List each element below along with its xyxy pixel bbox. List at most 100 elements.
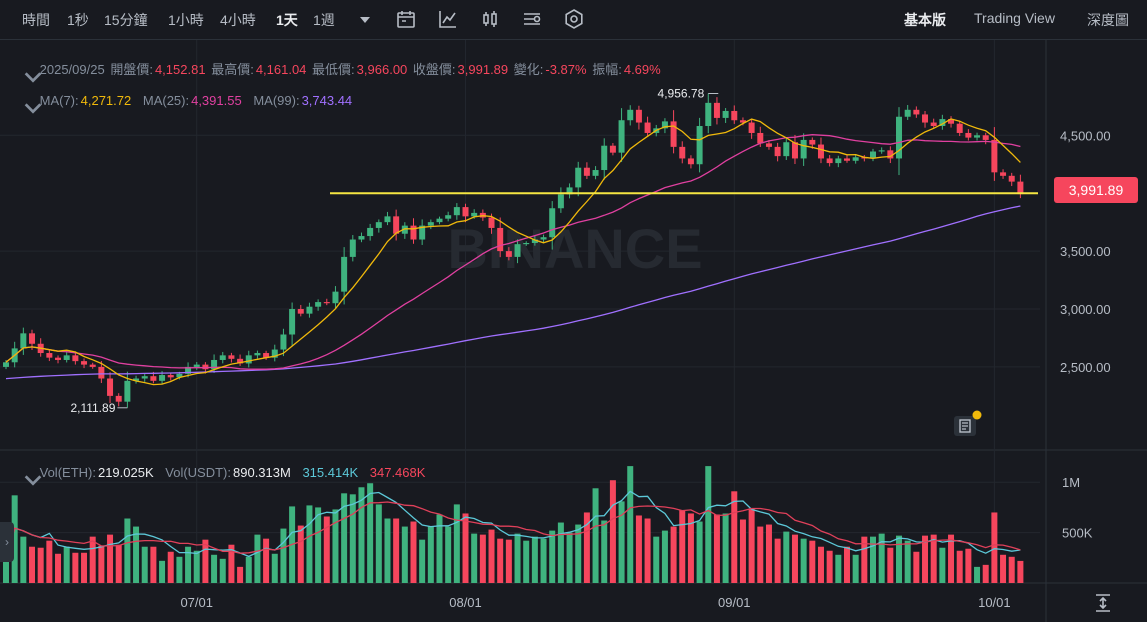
volume-bar[interactable] [124,518,131,583]
candle-body[interactable] [991,139,998,173]
candle-body[interactable] [748,122,755,133]
volume-bar[interactable] [427,526,434,583]
chevron-down-icon[interactable] [22,66,42,83]
volume-bar[interactable] [696,521,703,583]
volume-bar[interactable] [627,466,634,583]
volume-bar[interactable] [956,550,963,583]
volume-bar[interactable] [89,536,96,583]
candle-body[interactable] [870,151,876,159]
candle-body[interactable] [705,102,712,127]
candle-body[interactable] [497,227,504,252]
candle-body[interactable] [289,309,296,335]
candle-body[interactable] [150,376,157,381]
volume-bar[interactable] [488,529,495,583]
volume-bar[interactable] [384,518,391,583]
volume-bar[interactable] [185,546,192,583]
candle-body[interactable] [687,158,694,165]
interval-1d[interactable]: 1天 [276,12,298,28]
volume-bar[interactable] [843,546,850,583]
candle-body[interactable] [514,244,521,257]
candle-body[interactable] [1008,175,1015,182]
candle-body[interactable] [349,239,356,257]
candle-body[interactable] [98,366,105,379]
candle-body[interactable] [462,207,469,217]
candle-body[interactable] [540,237,547,240]
candle-body[interactable] [1017,181,1024,195]
volume-bar[interactable] [306,505,313,583]
candle-body[interactable] [566,187,573,195]
candle-body[interactable] [670,121,677,147]
candle-type-icon[interactable] [479,8,501,30]
candle-body[interactable] [453,207,460,216]
candle-body[interactable] [245,355,252,364]
volume-bar[interactable] [202,539,209,583]
volume-bar[interactable] [401,526,408,583]
volume-bar[interactable] [20,536,27,583]
candle-body[interactable] [471,212,478,217]
calendar-icon[interactable] [395,8,417,30]
candle-body[interactable] [107,378,114,396]
volume-bar[interactable] [237,566,244,583]
candle-body[interactable] [341,256,348,292]
volume-bar[interactable] [375,504,382,583]
candle-body[interactable] [81,361,88,365]
candle-body[interactable] [427,222,434,226]
volume-bar[interactable] [592,488,599,583]
volume-bar[interactable] [566,532,573,583]
candle-body[interactable] [401,225,408,234]
volume-bar[interactable] [922,535,929,583]
interval-1h[interactable]: 1小時 [168,12,204,28]
chevron-down-icon[interactable] [22,97,42,114]
volume-bar[interactable] [878,533,885,583]
candle-body[interactable] [843,158,850,161]
volume-bar[interactable] [835,554,842,583]
candle-body[interactable] [800,139,807,159]
volume-bar[interactable] [471,533,478,583]
candle-body[interactable] [791,142,798,159]
volume-bar[interactable] [46,540,53,583]
chevron-down-icon[interactable] [22,469,42,486]
interval-4h[interactable]: 4小時 [220,12,256,28]
candle-body[interactable] [89,364,96,367]
candle-body[interactable] [618,120,625,153]
candle-body[interactable] [948,119,955,124]
volume-bar[interactable] [297,525,304,583]
volume-bar[interactable] [635,515,642,583]
volume-bar[interactable] [531,536,538,583]
candle-body[interactable] [237,358,244,364]
candle-body[interactable] [575,167,582,188]
candle-body[interactable] [46,353,53,358]
candle-body[interactable] [679,146,686,159]
candle-body[interactable] [228,355,235,359]
volume-bar[interactable] [713,514,720,583]
volume-bar[interactable] [341,493,348,583]
volume-bar[interactable] [445,526,452,583]
volume-bar[interactable] [332,509,339,583]
candle-body[interactable] [878,150,885,152]
volume-bar[interactable] [81,552,88,583]
candle-body[interactable] [896,116,903,159]
candle-body[interactable] [202,364,209,370]
volume-bar[interactable] [913,551,920,583]
candle-body[interactable] [55,357,62,360]
volume-bar[interactable] [254,534,261,583]
volume-bar[interactable] [731,491,738,583]
candle-body[interactable] [930,122,937,127]
volume-bar[interactable] [219,558,226,583]
candle-body[interactable] [817,144,824,159]
candle-body[interactable] [609,145,616,153]
candle-body[interactable] [306,306,313,314]
volume-bar[interactable] [809,540,816,583]
candle-body[interactable] [982,135,989,140]
volume-bar[interactable] [228,544,235,583]
volume-bar[interactable] [315,507,322,583]
volume-bar[interactable] [817,546,824,583]
candle-body[interactable] [722,110,729,118]
view-depth[interactable]: 深度圖 [1087,12,1129,28]
candle-body[interactable] [271,349,278,358]
candle-body[interactable] [939,119,946,127]
candle-body[interactable] [852,157,859,161]
candle-body[interactable] [739,120,746,123]
volume-bar[interactable] [618,501,625,583]
candle-body[interactable] [436,218,443,223]
